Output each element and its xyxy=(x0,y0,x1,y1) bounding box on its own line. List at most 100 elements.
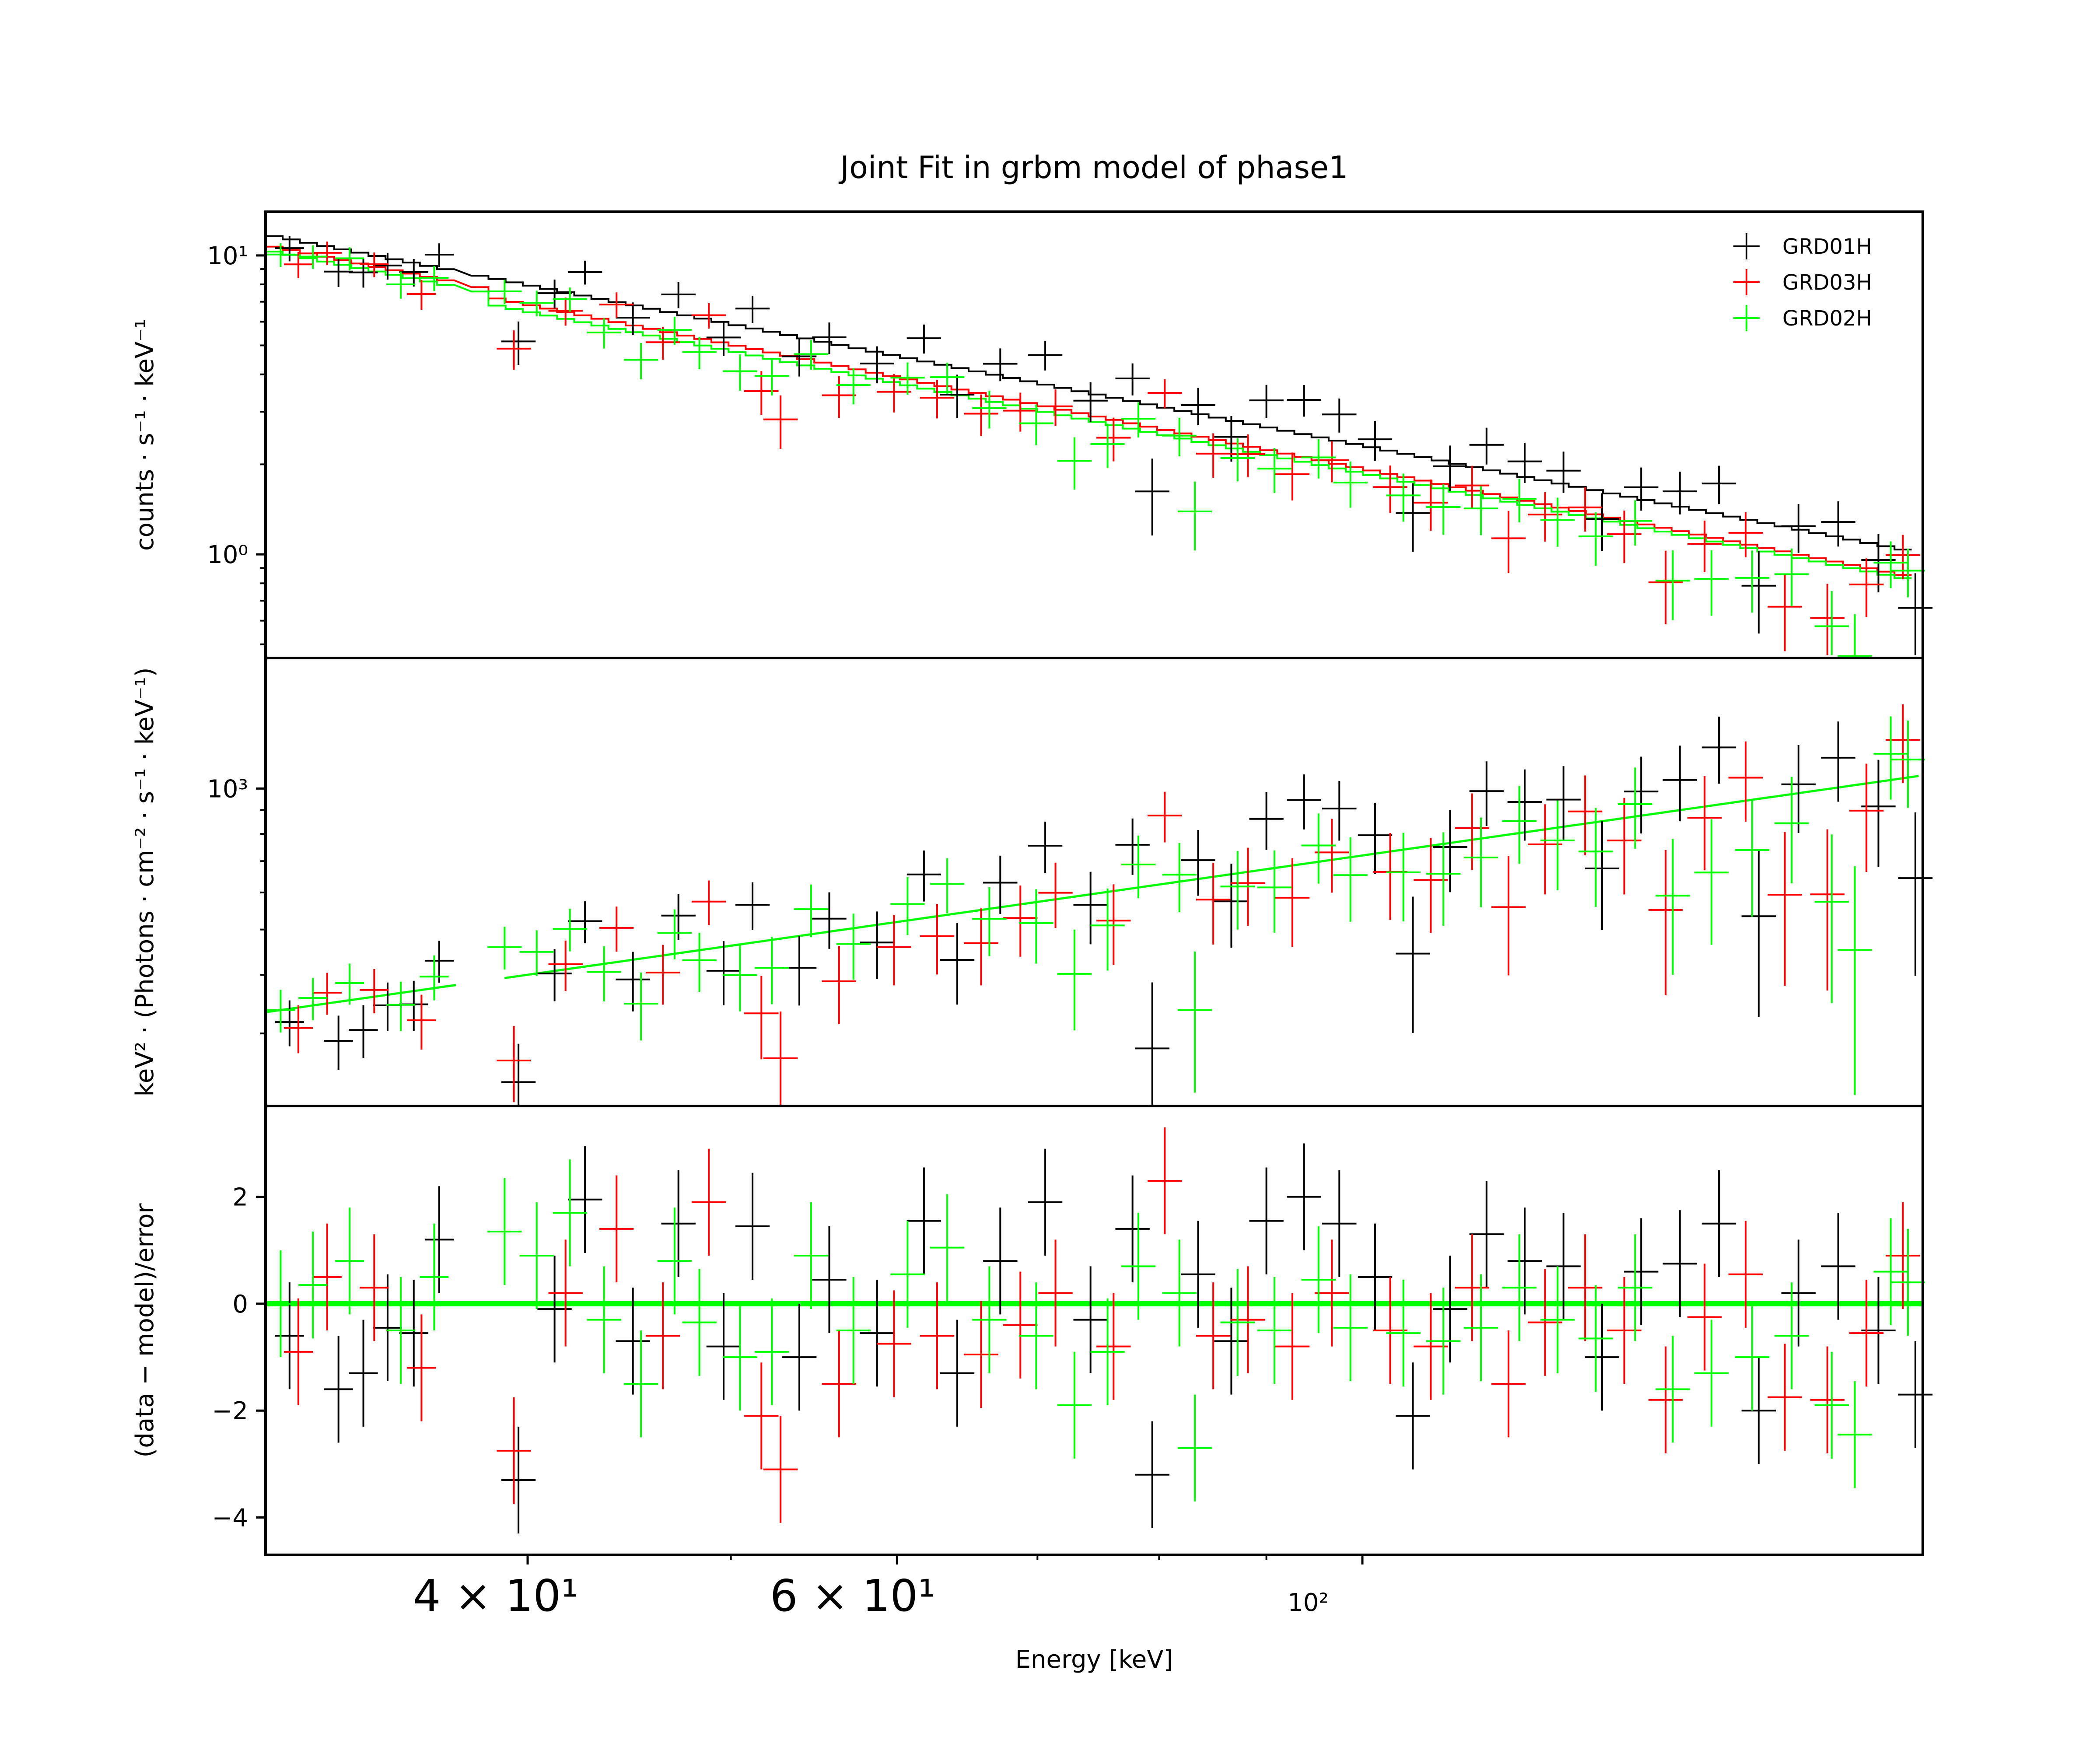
unfolded-point-grd02h xyxy=(1386,833,1421,921)
residual-point-grd03h xyxy=(284,1298,313,1405)
counts-point-grd03h xyxy=(548,298,583,326)
unfolded-point-grd03h xyxy=(1003,885,1038,957)
unfolded-point-grd02h xyxy=(836,914,871,980)
unfolded-point-grd03h xyxy=(599,906,634,952)
unfolded-point-grd03h xyxy=(497,1026,531,1102)
unfolded-point-grd03h xyxy=(763,1012,798,1105)
counts-point-grd03h xyxy=(407,280,436,310)
counts-point-grd02h xyxy=(930,362,965,394)
counts-point-grd02h xyxy=(1774,548,1809,606)
residual-point-grd02h xyxy=(1540,1266,1575,1373)
counts-point-grd01h xyxy=(706,321,741,357)
unfolded-point-grd01h xyxy=(812,892,847,949)
counts-point-grd01h xyxy=(324,258,353,287)
counts-point-grd01h xyxy=(812,322,847,354)
unfolded-point-grd01h xyxy=(1701,717,1736,784)
unfolded-point-grd03h xyxy=(1314,819,1349,893)
unfolded-point-grd02h xyxy=(1873,716,1908,800)
residual-point-grd01h xyxy=(1115,1175,1150,1283)
counts-point-grd01h xyxy=(373,252,402,280)
unfolded-point-grd01h xyxy=(1507,769,1542,841)
residual-point-grd01h xyxy=(1781,1239,1816,1347)
x-tick-label-40: 4 × 10¹ xyxy=(413,1570,578,1621)
unfolded-point-grd01h xyxy=(706,941,741,1005)
counts-point-grd02h xyxy=(1463,486,1498,536)
residual-point-grd03h xyxy=(1491,1330,1526,1438)
residual-point-grd01h xyxy=(906,1167,942,1274)
unfolded-point-grd03h xyxy=(1687,776,1722,871)
residual-point-grd01h xyxy=(1396,1362,1430,1470)
unfolded-point-grd01h xyxy=(906,850,942,902)
counts-point-grd02h xyxy=(890,362,925,395)
unfolded-point-grd03h xyxy=(920,904,955,975)
unfolded-point-grd02h xyxy=(1019,889,1054,964)
residual-point-grd02h xyxy=(1502,1234,1536,1341)
residual-point-grd03h xyxy=(1148,1127,1182,1235)
unfolded-point-grd01h xyxy=(567,901,602,943)
unfolded-point-grd01h xyxy=(1115,818,1150,875)
residual-point-grd02h xyxy=(972,1266,1007,1373)
unfolded-point-grd01h xyxy=(1546,766,1581,840)
residual-point-grd03h xyxy=(1528,1269,1562,1376)
residual-point-grd02h xyxy=(487,1178,522,1285)
counts-point-grd01h xyxy=(424,243,454,267)
counts-point-grd02h xyxy=(587,318,621,349)
unfolded-point-grd02h xyxy=(755,937,789,1004)
counts-panel: 10¹ 10⁰ counts · s⁻¹ · keV⁻¹ xyxy=(131,210,1933,659)
residual-point-grd01h xyxy=(1287,1143,1321,1250)
counts-point-grd01h xyxy=(1322,398,1357,433)
unfolded-point-grd03h xyxy=(1491,856,1526,976)
unfolded-point-grd02h xyxy=(623,972,658,1041)
counts-point-grd02h xyxy=(519,290,554,317)
residual-point-grd03h xyxy=(548,1239,583,1347)
unfolded-point-grd02h xyxy=(386,981,416,1031)
residual-point-grd01h xyxy=(1433,1256,1467,1363)
counts-point-grd03h xyxy=(1568,487,1603,532)
residual-point-grd03h xyxy=(822,1330,856,1438)
counts-point-grd01h xyxy=(1115,363,1150,396)
unfolded-point-grd02h xyxy=(1890,721,1925,808)
residual-point-grd02h xyxy=(1463,1274,1498,1382)
unfolded-point-grd01h xyxy=(1741,849,1776,1017)
unfolded-point-grd03h xyxy=(284,1005,313,1054)
counts-point-grd03h xyxy=(1373,465,1407,513)
residual-point-grd02h xyxy=(519,1202,554,1309)
counts-point-grd01h xyxy=(1358,421,1393,461)
unfolded-point-grd01h xyxy=(1358,802,1393,874)
unfolded-point-grd03h xyxy=(1275,858,1310,947)
residual-point-grd02h xyxy=(1301,1226,1336,1334)
residual-point-grd02h xyxy=(1162,1239,1197,1347)
counts-point-grd02h xyxy=(1694,550,1729,616)
residual-point-grd01h xyxy=(983,1208,1018,1315)
y-tick-label-counts: 10⁰ xyxy=(207,541,248,569)
counts-point-grd02h xyxy=(1735,550,1770,613)
counts-point-grd01h xyxy=(940,374,975,418)
residual-point-grd02h xyxy=(587,1266,621,1373)
residual-point-grd01h xyxy=(1322,1170,1357,1277)
legend: GRD01H GRD03H GRD02H xyxy=(1733,233,1872,331)
residual-point-grd03h xyxy=(360,1234,389,1341)
residual-point-grd01h xyxy=(1741,1357,1776,1464)
residual-point-grd03h xyxy=(1849,1279,1884,1387)
unfolded-point-grd02h xyxy=(1502,786,1536,864)
unfolded-point-grd03h xyxy=(691,880,726,925)
unfolded-point-grd02h xyxy=(1162,843,1197,913)
unfolded-point-grd02h xyxy=(1090,888,1125,971)
unfolded-point-grd01h xyxy=(1469,761,1504,826)
unfolded-point-grd03h xyxy=(312,973,342,1015)
counts-point-grd01h xyxy=(906,324,942,354)
unfolded-point-grd03h xyxy=(1810,829,1845,991)
counts-point-grd01h xyxy=(1249,385,1284,418)
residual-point-grd03h xyxy=(1231,1266,1265,1373)
residual-point-grd01h xyxy=(616,1288,650,1395)
residual-point-grd03h xyxy=(1810,1346,1845,1453)
counts-point-grd01h xyxy=(1662,472,1697,514)
unfolded-point-grd01h xyxy=(1181,830,1215,896)
counts-point-grd02h xyxy=(335,247,364,271)
counts-point-grd01h xyxy=(501,321,536,365)
unfolded-point-grd01h xyxy=(349,1005,378,1058)
unfolded-point-grd02h xyxy=(519,930,554,976)
counts-point-grd01h xyxy=(1181,388,1215,425)
unfolded-point-grd03h xyxy=(1414,838,1448,933)
residuals-y-axis-label: (data − model)/error xyxy=(131,1203,159,1457)
